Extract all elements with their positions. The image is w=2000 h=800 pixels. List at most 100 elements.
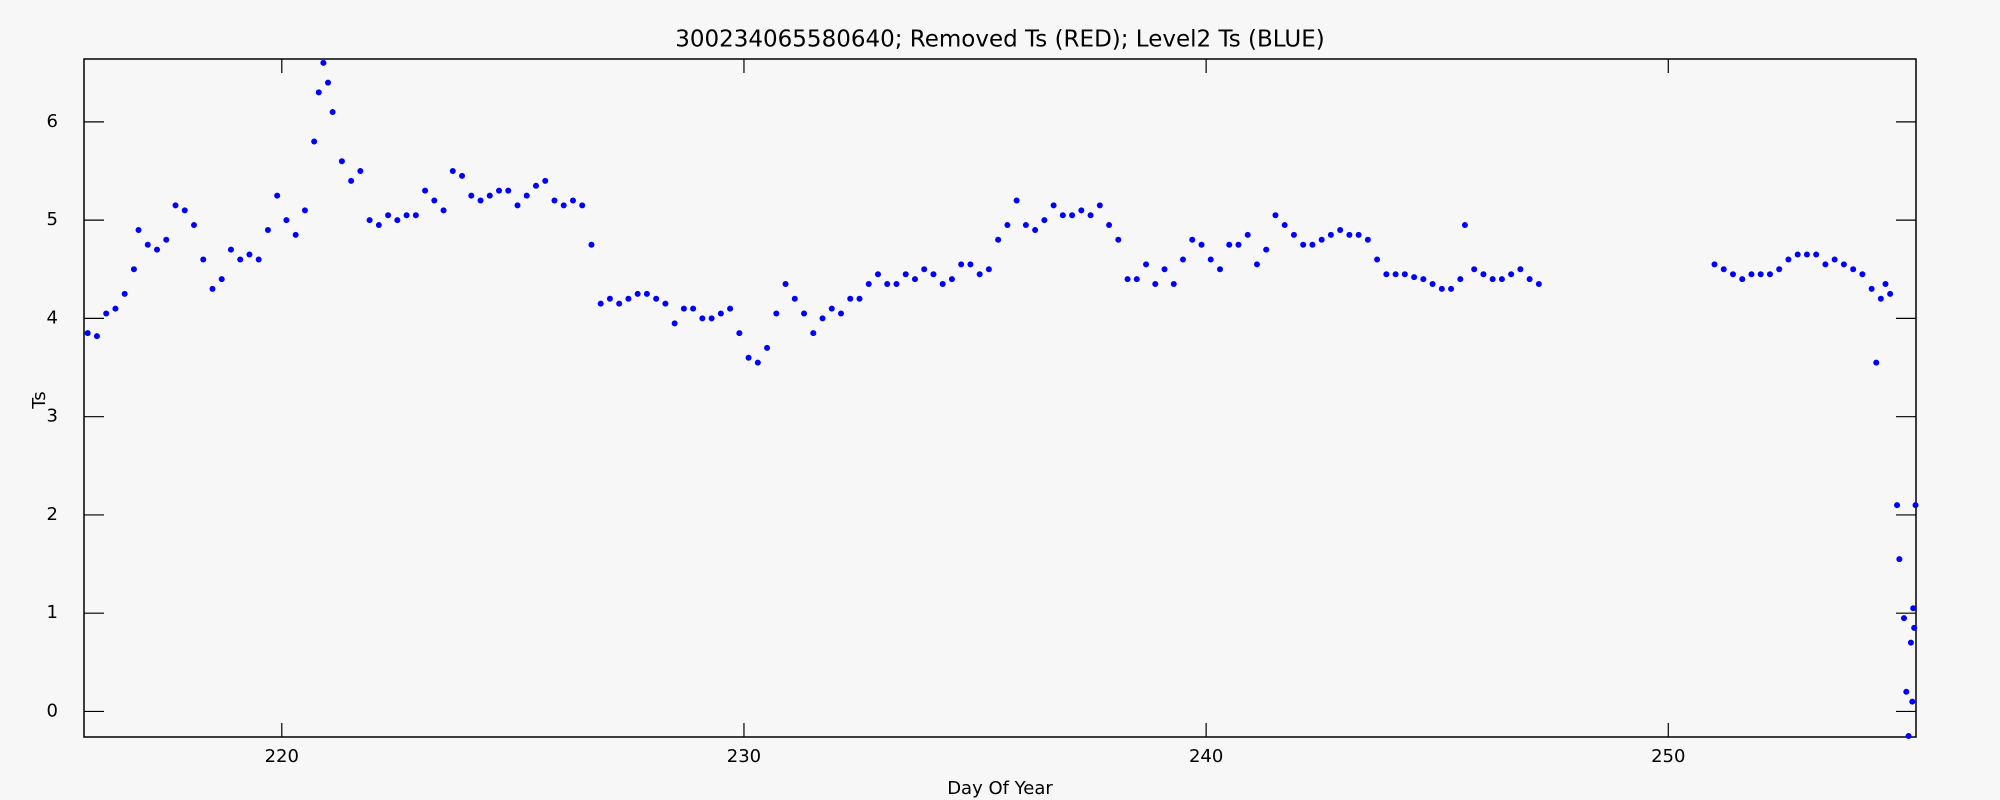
point: [1910, 605, 1917, 612]
point: [1909, 698, 1916, 705]
point: [121, 290, 128, 297]
point: [865, 281, 872, 288]
point: [754, 359, 761, 366]
point: [172, 202, 179, 209]
point: [394, 217, 401, 224]
point: [1912, 502, 1919, 509]
point: [1907, 639, 1914, 646]
point: [764, 344, 771, 351]
point: [542, 177, 549, 184]
point: [1050, 202, 1057, 209]
point: [1032, 226, 1039, 233]
point: [653, 295, 660, 302]
point: [163, 236, 170, 243]
y-axis-label: Ts: [29, 391, 50, 409]
point: [958, 261, 965, 268]
point: [560, 202, 567, 209]
point: [486, 192, 493, 199]
point: [375, 222, 382, 229]
point: [348, 177, 355, 184]
point: [431, 197, 438, 204]
y-tick-label: 1: [47, 602, 58, 623]
point: [1133, 276, 1140, 283]
point: [1374, 256, 1381, 263]
point: [791, 295, 798, 302]
point: [218, 276, 225, 283]
point: [338, 158, 345, 165]
point: [838, 310, 845, 317]
point: [1720, 266, 1727, 273]
y-tick-label: 0: [47, 700, 58, 721]
point: [930, 271, 937, 278]
point: [103, 310, 110, 317]
point: [227, 246, 234, 253]
point: [325, 79, 332, 86]
point: [1429, 281, 1436, 288]
point: [671, 320, 678, 327]
point: [1850, 266, 1857, 273]
point: [1748, 271, 1755, 278]
point: [1087, 212, 1094, 219]
point: [1226, 241, 1233, 248]
point: [902, 271, 909, 278]
point: [1337, 226, 1344, 233]
x-tick-label: 220: [265, 746, 299, 767]
point: [569, 197, 576, 204]
point: [1300, 241, 1307, 248]
point: [1711, 261, 1718, 268]
point: [1882, 281, 1889, 288]
point: [449, 168, 456, 175]
point: [181, 207, 188, 214]
point: [1253, 261, 1260, 268]
point: [662, 300, 669, 307]
point: [1115, 236, 1122, 243]
point: [1471, 266, 1478, 273]
point: [616, 300, 623, 307]
point: [1776, 266, 1783, 273]
point: [1803, 251, 1810, 258]
point: [532, 182, 539, 189]
point: [1170, 281, 1177, 288]
point: [1739, 276, 1746, 283]
point: [1106, 222, 1113, 229]
point: [496, 187, 503, 194]
point: [1235, 241, 1242, 248]
point: [736, 330, 743, 337]
point: [1489, 276, 1496, 283]
point: [1383, 271, 1390, 278]
point: [1290, 231, 1297, 238]
point: [828, 305, 835, 312]
point: [1840, 261, 1847, 268]
point: [246, 251, 253, 258]
point: [745, 354, 752, 361]
point: [921, 266, 928, 273]
point: [874, 271, 881, 278]
point: [1318, 236, 1325, 243]
point: [459, 172, 466, 179]
point: [847, 295, 854, 302]
point: [1813, 251, 1820, 258]
point: [597, 300, 604, 307]
x-tick-label: 250: [1651, 746, 1685, 767]
point: [1041, 217, 1048, 224]
point: [292, 231, 299, 238]
point: [1517, 266, 1524, 273]
point: [606, 295, 613, 302]
point: [948, 276, 955, 283]
point: [154, 246, 161, 253]
point: [190, 222, 197, 229]
point: [311, 138, 318, 145]
point: [1887, 290, 1894, 297]
point: [112, 305, 119, 312]
point: [505, 187, 512, 194]
point: [1498, 276, 1505, 283]
point: [1143, 261, 1150, 268]
point: [856, 295, 863, 302]
point: [329, 109, 336, 116]
point: [625, 295, 632, 302]
point: [1526, 276, 1533, 283]
point: [1078, 207, 1085, 214]
point: [440, 207, 447, 214]
